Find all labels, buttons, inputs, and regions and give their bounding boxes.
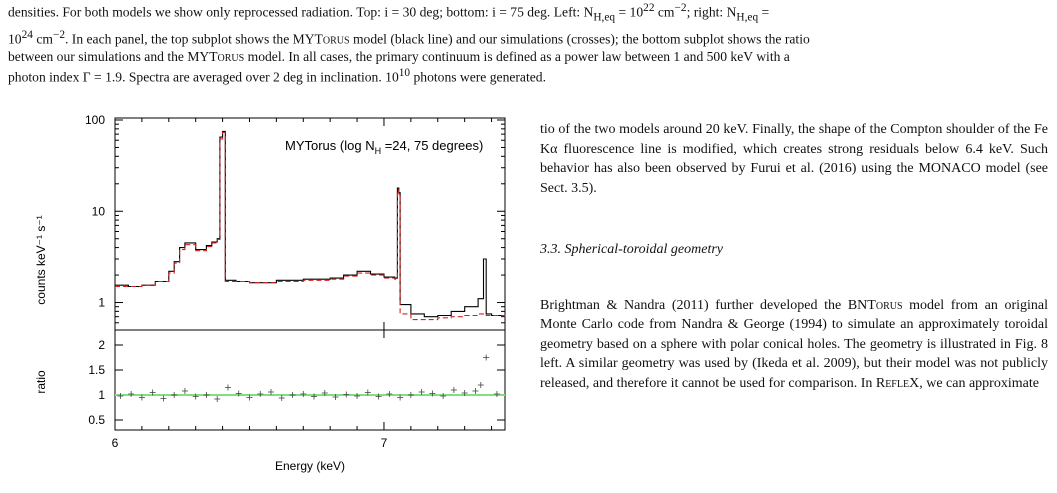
right-column-text: tio of the two models around 20 keV. Fin… xyxy=(540,120,1048,393)
paragraph-continuation: tio of the two models around 20 keV. Fin… xyxy=(540,122,1048,196)
spectrum-chart: 1 10 100 0.5 1 1.5 2 6 7 MYTorus (log NH =24, 75 … xyxy=(34,113,506,473)
top-y-tick-label: 100 xyxy=(85,113,105,127)
top-y-tick-label: 10 xyxy=(92,204,106,218)
figure-caption: densities. For both models we show only … xyxy=(8,0,1048,86)
ratio-y-tick-label: 0.5 xyxy=(88,413,105,427)
top-y-tick-label: 1 xyxy=(98,296,105,310)
series-line-black xyxy=(115,130,506,318)
top-y-axis-label: counts keV⁻¹ s⁻¹ xyxy=(34,215,48,304)
paragraph-bntorus: Brightman & Nandra (2011) further develo… xyxy=(540,297,1048,391)
x-axis-label: Energy (keV) xyxy=(275,459,345,473)
caption-line-1: densities. For both models we show only … xyxy=(8,2,770,24)
chart-annotation: MYTorus (log NH =24, 75 degrees) xyxy=(285,138,483,156)
caption-line-2: 1024 cm−2. In each panel, the top subplo… xyxy=(8,28,810,47)
section-heading: 3.3. Spherical-toroidal geometry xyxy=(540,242,724,257)
ratio-y-tick-label: 1.5 xyxy=(88,363,105,377)
caption-line-4: photon index Γ = 1.9. Spectra are averag… xyxy=(8,67,546,85)
x-tick-label: 7 xyxy=(381,436,388,450)
series-line-red xyxy=(115,131,506,321)
ratio-y-axis-label: ratio xyxy=(34,370,48,394)
bottom-panel-frame xyxy=(114,329,506,431)
ratio-y-tick-label: 1 xyxy=(98,388,105,402)
spectrum-figure: 1 10 100 0.5 1 1.5 2 6 7 MYTorus (log NH =24, 75 … xyxy=(20,110,520,490)
x-tick-label: 6 xyxy=(112,436,119,450)
caption-line-3: between our simulations and the MYTorus … xyxy=(8,48,790,64)
ratio-y-tick-label: 2 xyxy=(98,338,105,352)
